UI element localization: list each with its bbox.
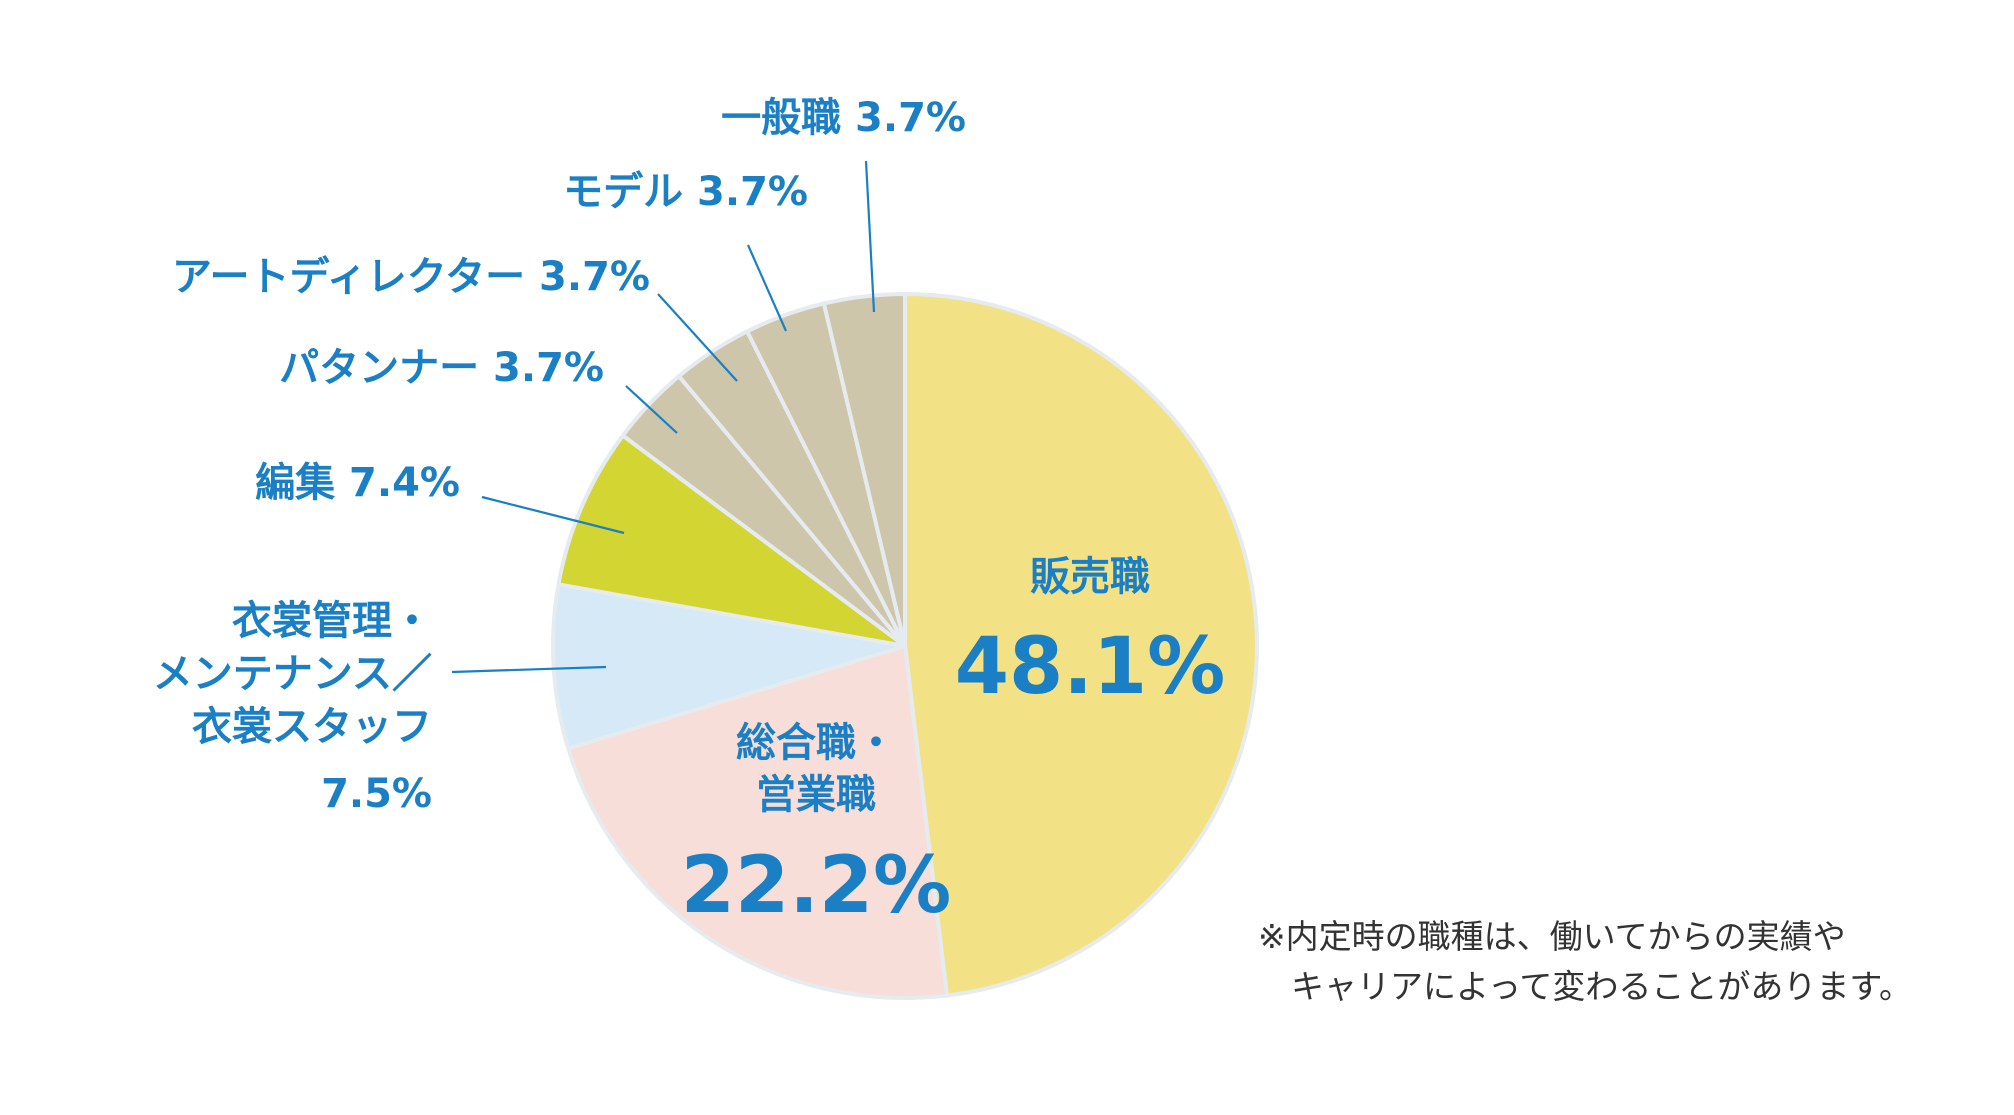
slice-sogo: [565, 643, 950, 1000]
slice-ippan: [821, 291, 907, 647]
label-hanbai-name-1: 販売職: [1030, 554, 1150, 600]
slice-isho: [551, 582, 906, 751]
label-isho-name-1: 衣裳管理・: [232, 598, 432, 644]
label-henshu: 編集 7.4%: [255, 460, 460, 506]
label-sogo-name-2: 営業職: [756, 772, 876, 818]
label-ippan: 一般職 3.7%: [721, 95, 966, 141]
footnote-line-1: ※内定時の職種は、働いてからの実績や: [1258, 917, 1846, 956]
label-isho-name-3: 衣裳スタッフ: [192, 704, 432, 750]
footnote: ※内定時の職種は、働いてからの実績や キャリアによって変わることがあります。: [1258, 912, 1998, 1012]
leader-line-ippan: [864, 160, 876, 313]
leader-lines: [451, 160, 876, 674]
leader-line-isho: [451, 665, 607, 674]
leader-line-patanner: [625, 385, 678, 434]
label-isho-name-2: メンテナンス／: [153, 651, 432, 697]
slice-labels: 販売職 48.1% 総合職・営業職 22.2% 衣裳管理・メンテナンス／ 衣裳スタッフ 7.…: [153, 95, 1226, 931]
slice-henshu: [556, 432, 907, 648]
label-isho-value: 7.5%: [321, 771, 432, 817]
label-patanner: パタンナー 3.7%: [279, 345, 604, 391]
label-art: アートディレクター 3.7%: [172, 254, 650, 300]
slice-hanbai: [903, 291, 1259, 998]
label-hanbai-value: 48.1%: [955, 622, 1226, 712]
leader-line-henshu: [481, 495, 625, 535]
label-sogo-value: 22.2%: [681, 841, 952, 931]
label-model: モデル 3.7%: [563, 169, 808, 215]
label-sogo-name-1: 総合職・: [736, 720, 896, 766]
footnote-line-2: キャリアによって変わることがあります。: [1291, 967, 1913, 1006]
leader-line-model: [746, 244, 788, 332]
leader-line-art: [657, 293, 738, 382]
pie-slices: [551, 291, 1259, 1000]
